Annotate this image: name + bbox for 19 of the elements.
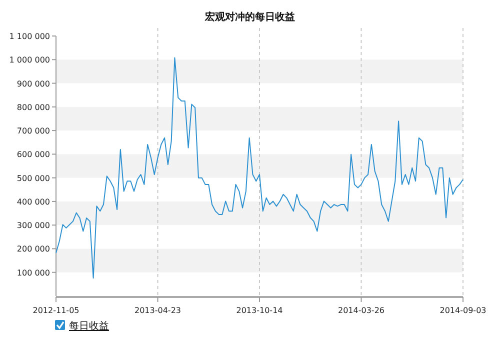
y-tick-label: 600 000 <box>16 150 50 160</box>
x-tick-label: 2013-04-23 <box>134 306 181 315</box>
y-tick-label: 200 000 <box>16 244 50 254</box>
x-tick-label: 2013-10-14 <box>236 306 283 315</box>
y-tick-label: 100 000 <box>16 268 50 278</box>
legend-label: 每日收益 <box>69 320 109 332</box>
y-tick-label: 900 000 <box>16 79 50 88</box>
line-series <box>56 57 464 279</box>
y-tick-label: 1 000 000 <box>9 56 50 65</box>
x-tick-label: 2012-11-05 <box>32 306 80 315</box>
y-tick-label: 1 100 000 <box>9 32 50 41</box>
chart-title: 宏观对冲的每日收益 <box>204 11 295 23</box>
y-tick-label: 300 000 <box>16 221 50 230</box>
x-tick-label: 2014-03-26 <box>338 306 384 315</box>
x-tick-label: 2014-09-03 <box>440 306 486 315</box>
y-tick-label: 700 000 <box>16 126 50 136</box>
y-tick-label: 500 000 <box>16 174 50 183</box>
y-tick-label: 400 000 <box>16 197 50 206</box>
y-tick-label: 800 000 <box>16 102 50 112</box>
